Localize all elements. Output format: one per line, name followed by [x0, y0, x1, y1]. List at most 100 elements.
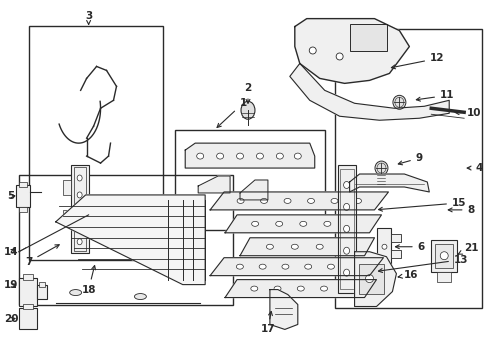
Text: 8: 8	[448, 205, 475, 215]
Text: 9: 9	[398, 153, 423, 165]
Bar	[349, 24, 388, 51]
Bar	[19, 278, 37, 306]
Bar	[63, 210, 71, 225]
Ellipse shape	[309, 47, 316, 54]
Bar	[74, 167, 86, 251]
Ellipse shape	[294, 153, 301, 159]
Bar	[437, 272, 451, 282]
Bar	[338, 165, 356, 293]
Bar	[19, 182, 27, 187]
Ellipse shape	[282, 264, 289, 269]
Bar	[377, 228, 392, 266]
Polygon shape	[349, 174, 429, 192]
Ellipse shape	[440, 252, 448, 260]
Text: 1: 1	[217, 98, 246, 127]
Ellipse shape	[348, 221, 355, 226]
Text: 11: 11	[416, 90, 454, 101]
Text: 6: 6	[395, 242, 425, 252]
Bar	[63, 180, 71, 195]
Bar	[29, 26, 163, 260]
Ellipse shape	[77, 209, 82, 215]
Ellipse shape	[276, 153, 283, 159]
Ellipse shape	[217, 153, 223, 159]
Text: 4: 4	[467, 163, 483, 173]
Text: 7: 7	[25, 245, 59, 267]
Polygon shape	[290, 63, 449, 120]
Ellipse shape	[308, 198, 315, 203]
Ellipse shape	[343, 225, 349, 232]
Bar	[392, 234, 401, 242]
Bar	[359, 264, 385, 293]
Text: 15: 15	[378, 198, 466, 211]
Bar	[392, 250, 401, 258]
Ellipse shape	[366, 275, 373, 283]
Ellipse shape	[343, 181, 349, 189]
Ellipse shape	[344, 286, 351, 291]
Bar	[19, 207, 27, 212]
Ellipse shape	[134, 293, 147, 300]
Ellipse shape	[237, 198, 244, 203]
Ellipse shape	[252, 221, 259, 226]
Ellipse shape	[267, 244, 273, 249]
Text: 13: 13	[378, 255, 468, 273]
Ellipse shape	[77, 239, 82, 245]
Ellipse shape	[316, 244, 323, 249]
Ellipse shape	[343, 247, 349, 254]
Ellipse shape	[320, 286, 327, 291]
Text: 3: 3	[85, 11, 92, 24]
Ellipse shape	[354, 198, 362, 203]
Ellipse shape	[292, 244, 298, 249]
Text: 10: 10	[455, 108, 481, 118]
Ellipse shape	[324, 221, 331, 226]
Bar	[16, 185, 30, 207]
Ellipse shape	[327, 264, 335, 269]
Bar	[23, 274, 33, 280]
Ellipse shape	[77, 192, 82, 198]
Ellipse shape	[236, 264, 244, 269]
Bar	[37, 285, 47, 298]
Polygon shape	[198, 176, 230, 193]
Ellipse shape	[336, 53, 343, 60]
Text: 5: 5	[7, 191, 15, 201]
Ellipse shape	[77, 175, 82, 181]
Bar	[431, 240, 457, 272]
Ellipse shape	[274, 286, 281, 291]
Ellipse shape	[276, 221, 283, 226]
Ellipse shape	[70, 289, 82, 296]
Text: 2: 2	[245, 84, 251, 103]
Bar	[19, 175, 233, 305]
Text: 21: 21	[458, 243, 478, 254]
Polygon shape	[225, 280, 376, 298]
Polygon shape	[210, 258, 384, 276]
Ellipse shape	[305, 264, 312, 269]
Ellipse shape	[237, 153, 244, 159]
Polygon shape	[56, 195, 205, 285]
Polygon shape	[210, 192, 389, 210]
Text: 20: 20	[3, 314, 18, 324]
Polygon shape	[185, 143, 315, 168]
Ellipse shape	[343, 203, 349, 210]
Text: 18: 18	[81, 266, 96, 294]
Bar	[19, 307, 37, 329]
Bar	[71, 165, 89, 253]
Ellipse shape	[350, 264, 357, 269]
Ellipse shape	[261, 198, 268, 203]
Ellipse shape	[300, 221, 307, 226]
Ellipse shape	[196, 153, 204, 159]
Text: 14: 14	[3, 247, 18, 257]
Ellipse shape	[382, 244, 387, 249]
Bar	[335, 28, 482, 307]
Text: 16: 16	[398, 270, 418, 280]
Ellipse shape	[341, 244, 348, 249]
Polygon shape	[225, 215, 382, 233]
Ellipse shape	[259, 264, 266, 269]
Text: 17: 17	[261, 311, 275, 334]
Bar	[175, 130, 325, 230]
Polygon shape	[295, 19, 409, 84]
Bar	[23, 303, 33, 310]
Bar	[340, 169, 354, 289]
Ellipse shape	[343, 269, 349, 276]
Polygon shape	[355, 252, 396, 306]
Ellipse shape	[77, 225, 82, 231]
Ellipse shape	[251, 286, 258, 291]
